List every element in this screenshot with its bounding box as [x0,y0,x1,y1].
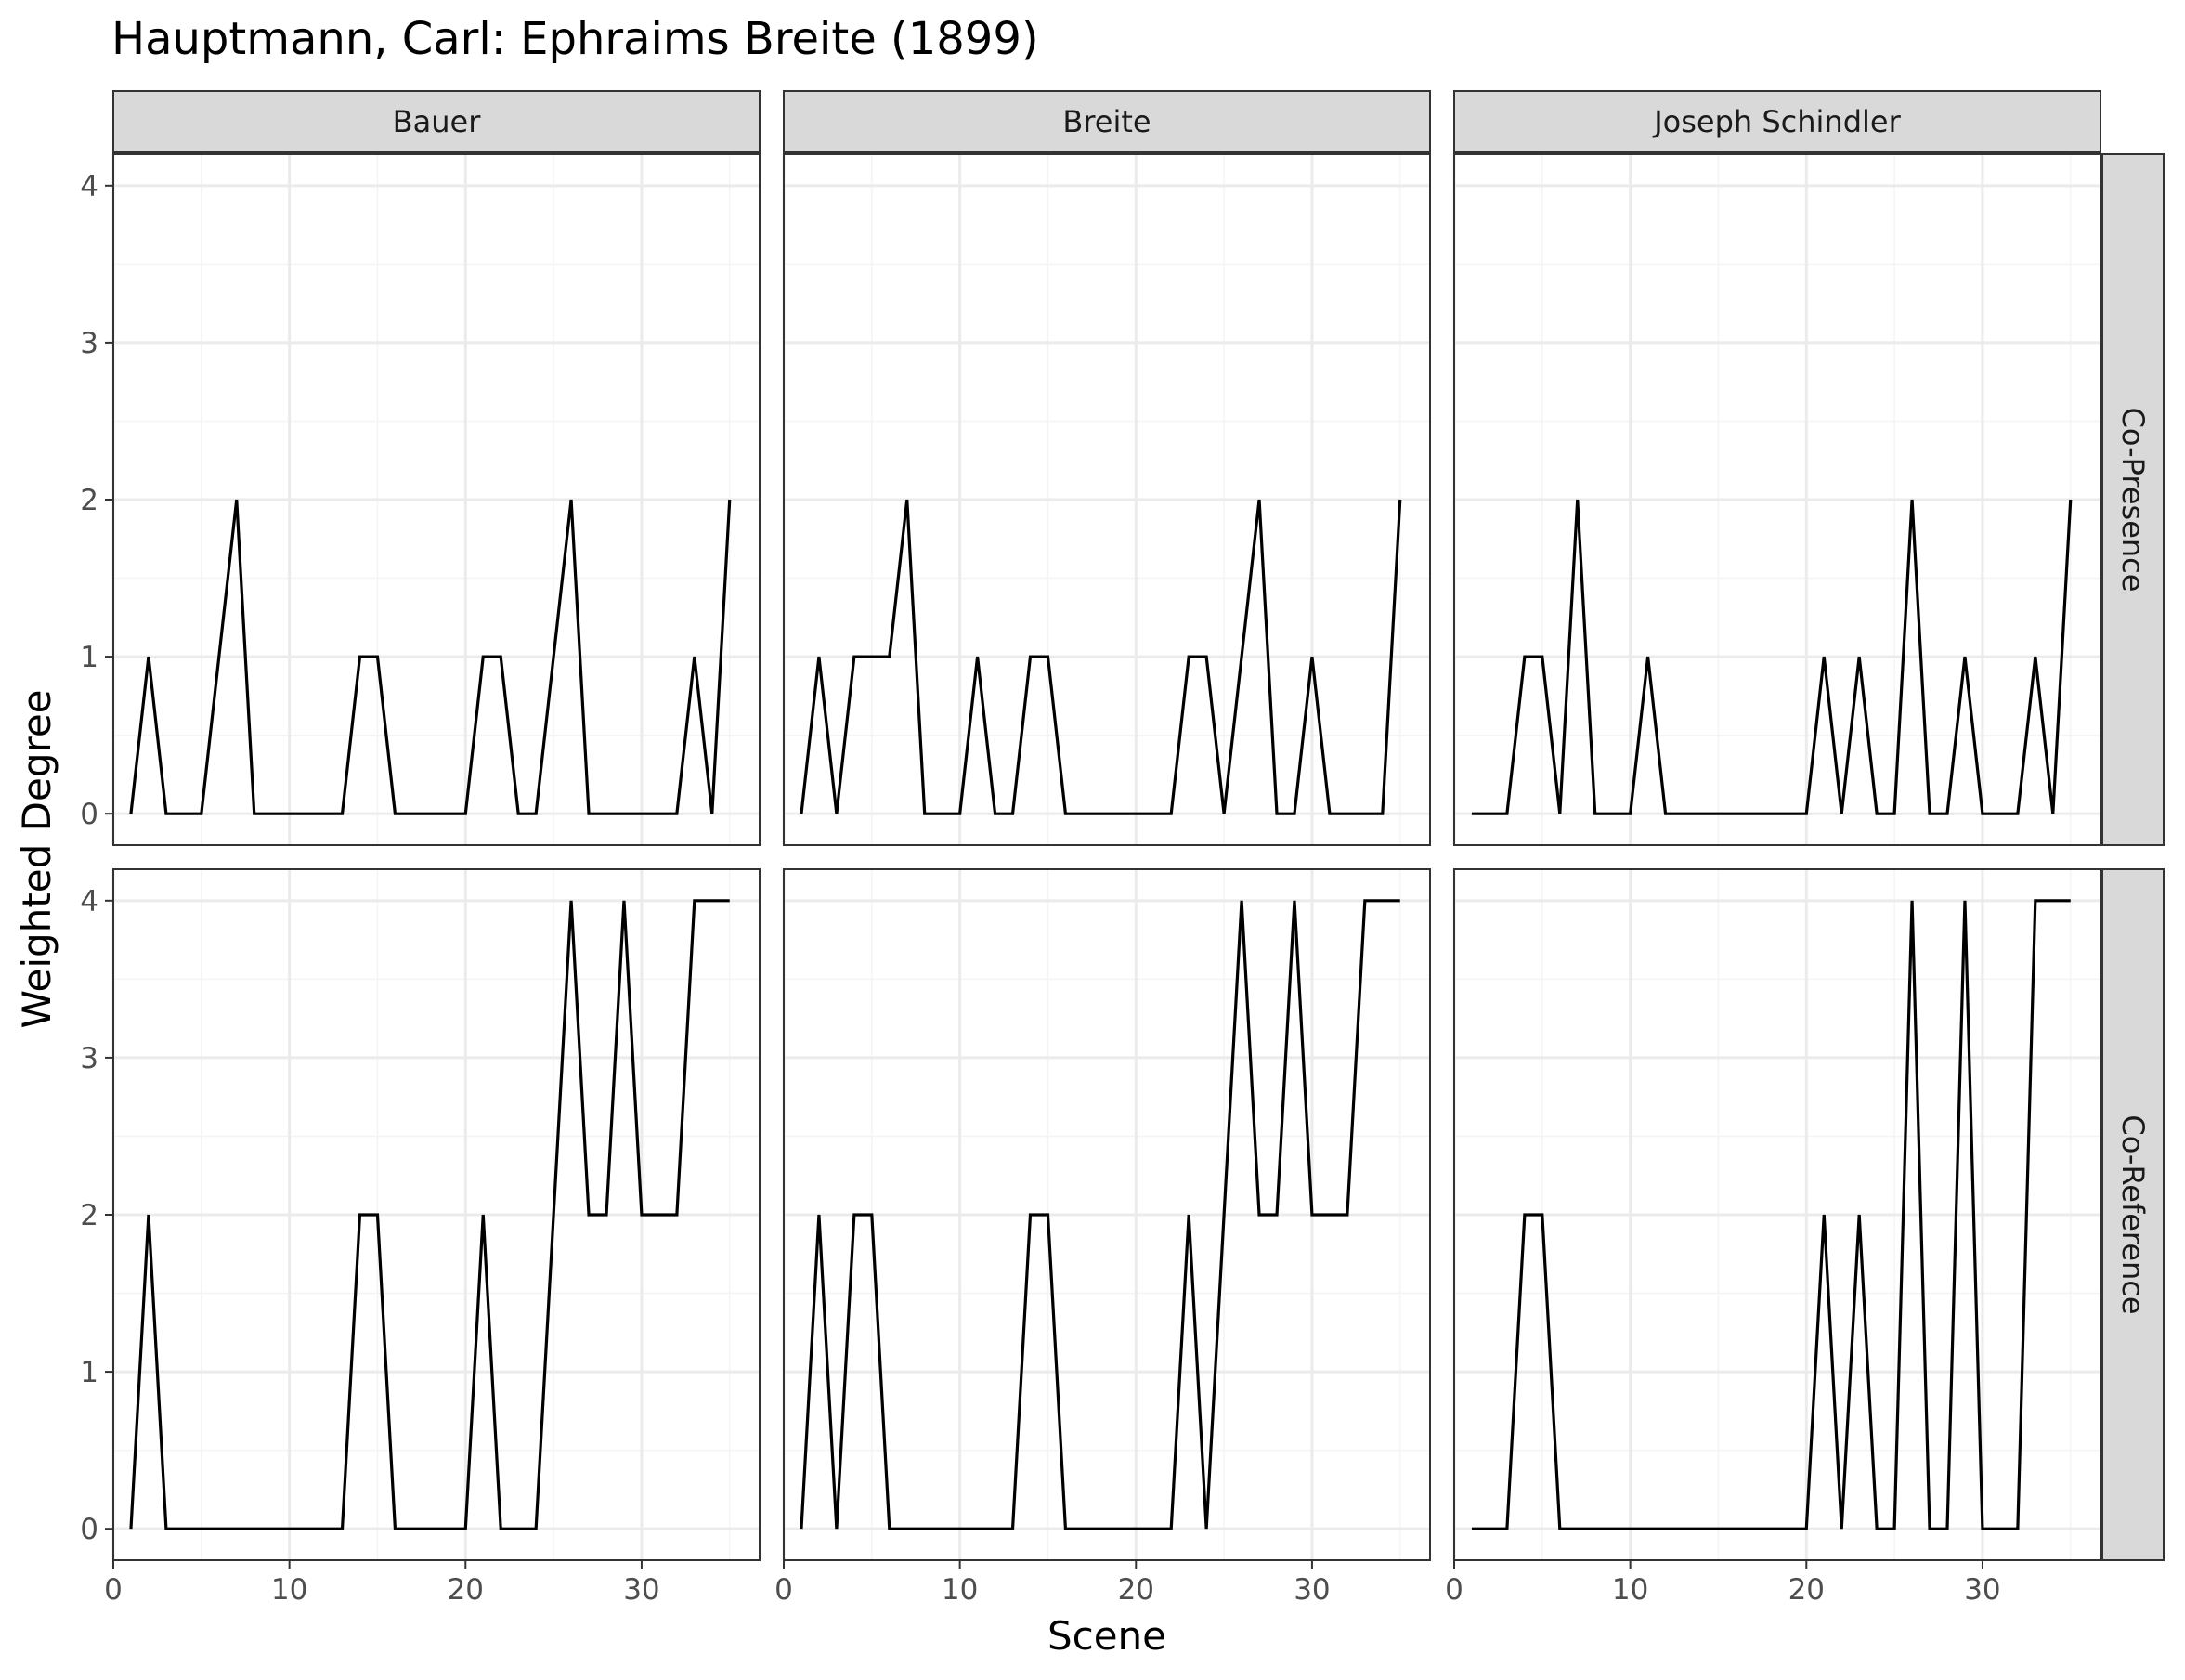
row-strip-label-1: Co-Presence [2115,408,2151,593]
series-line [129,499,732,815]
panel-3 [1452,153,2101,846]
y-tick-label: 2 [80,1199,98,1232]
series-line [1471,499,2073,815]
series-line [1471,899,2071,1530]
y-tick-label: 4 [80,885,98,918]
x-tick-label: 0 [104,1573,123,1607]
series-line [800,499,1402,815]
x-tick-label: 10 [1612,1573,1648,1607]
y-tick-label: 0 [80,1513,98,1546]
panel-2 [782,153,1431,846]
y-tick-label: 3 [80,327,98,360]
series-line [800,899,1400,1530]
facet-strip-label-2: Breite [1062,104,1151,139]
y-tick-label: 1 [80,641,98,674]
x-tick-label: 30 [623,1573,659,1607]
facet-strip-2 [783,90,1431,153]
x-tick-label: 20 [448,1573,484,1607]
facet-strip-label-3: Joseph Schindler [1652,104,1901,139]
y-tick-label: 2 [80,484,98,517]
panel-5: 0 10 20 30 [774,868,1431,1607]
panel-1: 0 1 2 3 4 [80,153,761,846]
x-tick-label: 0 [774,1573,793,1607]
panel-4: 0 1 2 3 4 0 10 20 30 [80,868,761,1607]
chart-title: Hauptmann, Carl: Ephraims Breite (1899) [111,13,1039,65]
y-tick-label: 1 [80,1356,98,1389]
row-strip-2 [2101,868,2165,1561]
x-tick-label: 0 [1445,1573,1463,1607]
x-tick-label: 20 [1788,1573,1825,1607]
x-tick-label: 20 [1118,1573,1154,1607]
facet-strip-3 [1453,90,2101,153]
series-line [129,899,730,1530]
panel-border [1453,868,2101,1561]
panel-6: 0 10 20 30 [1445,868,2101,1607]
y-axis-title: Weighted Degree [14,689,59,1028]
x-tick-label: 10 [942,1573,978,1607]
y-tick-label: 4 [80,170,98,203]
row-strip-label-2: Co-Reference [2115,1114,2151,1314]
facet-panels: Bauer Breite Joseph Schindler Co-Presence Co… [80,90,2165,1607]
x-axis-title: Scene [1047,1613,1166,1659]
x-tick-label: 10 [271,1573,307,1607]
y-tick-label: 0 [80,798,98,831]
panel-border [783,153,1431,846]
facet-strip-1 [112,90,761,153]
panel-border [1453,153,2101,846]
panel-border [783,868,1431,1561]
x-tick-label: 30 [1294,1573,1330,1607]
y-tick-label: 3 [80,1042,98,1075]
facet-strip-label-1: Bauer [393,104,482,139]
x-tick-label: 30 [1964,1573,2000,1607]
row-strip-1 [2101,153,2165,846]
